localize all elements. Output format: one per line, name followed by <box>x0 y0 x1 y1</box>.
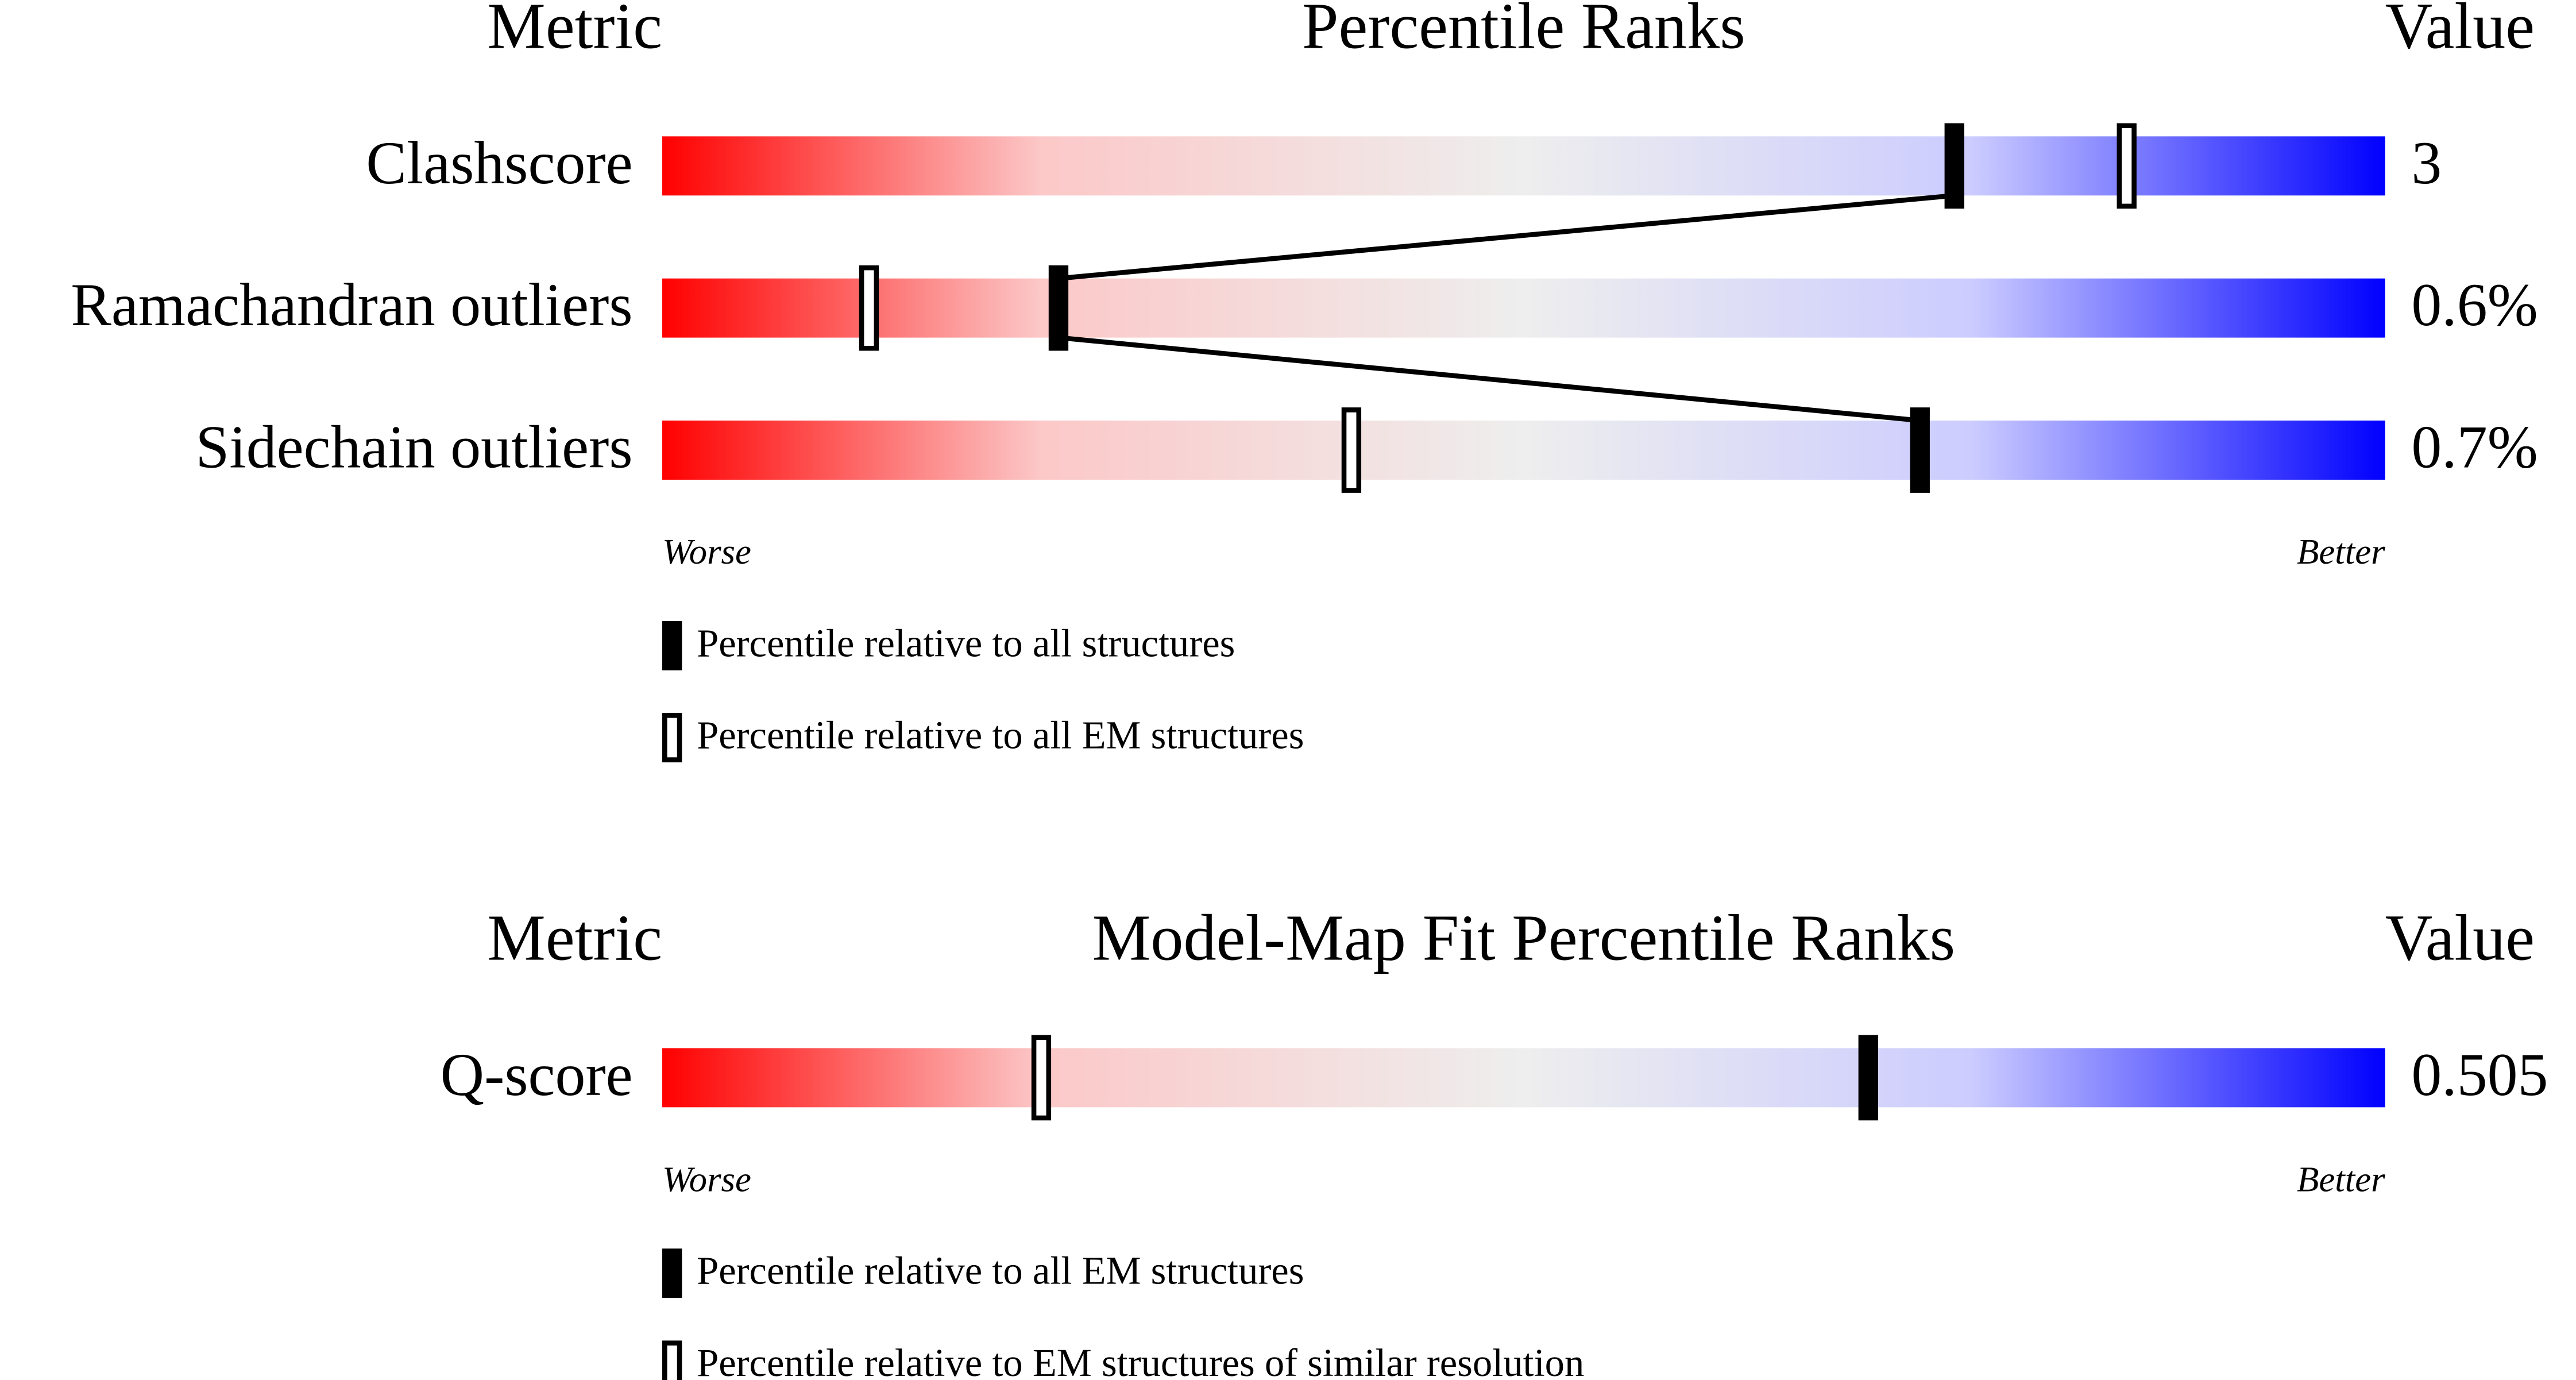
legend-label: Percentile relative to EM structures of … <box>697 1341 1584 1380</box>
marker-filled <box>1910 407 1930 493</box>
metric-label: Clashscore <box>366 129 632 196</box>
chart-title: Percentile Ranks <box>1302 0 1745 62</box>
metric-label: Q-score <box>441 1041 633 1108</box>
connector-line <box>1058 335 1921 423</box>
worse-label: Worse <box>662 531 751 572</box>
legend-label: Percentile relative to all structures <box>697 621 1235 665</box>
metric-value: 0.505 <box>2411 1041 2548 1108</box>
value-header: Value <box>2385 0 2535 62</box>
percentile-bar <box>662 278 2385 338</box>
legend-icon <box>662 713 682 762</box>
marker-hollow <box>2117 123 2137 209</box>
metric-value: 0.6% <box>2411 271 2538 338</box>
percentile-bar <box>662 136 2385 196</box>
percentile-bar <box>662 1048 2385 1108</box>
legend-icon <box>662 1248 682 1298</box>
marker-hollow <box>859 265 879 351</box>
chart-title: Model-Map Fit Percentile Ranks <box>1092 901 1956 974</box>
metric-header: Metric <box>487 901 662 974</box>
metric-label: Ramachandran outliers <box>71 271 632 338</box>
worse-label: Worse <box>662 1159 751 1199</box>
marker-filled <box>1048 265 1069 351</box>
marker-filled <box>1944 123 1964 209</box>
metric-value: 0.7% <box>2411 414 2538 481</box>
metric-value: 3 <box>2411 129 2442 196</box>
metric-header: Metric <box>487 0 662 62</box>
marker-filled <box>1858 1035 1878 1121</box>
percentile-bar <box>662 421 2385 480</box>
marker-hollow <box>1031 1035 1052 1121</box>
marker-hollow <box>1341 407 1362 493</box>
legend-label: Percentile relative to all EM structures <box>697 714 1304 757</box>
legend-label: Percentile relative to all EM structures <box>697 1249 1304 1293</box>
legend-icon <box>662 1340 682 1380</box>
better-label: Better <box>2297 1159 2385 1199</box>
legend-icon <box>662 620 682 670</box>
better-label: Better <box>2297 531 2385 572</box>
value-header: Value <box>2385 901 2535 974</box>
metric-label: Sidechain outliers <box>196 414 633 481</box>
connector-line <box>1058 193 1955 281</box>
